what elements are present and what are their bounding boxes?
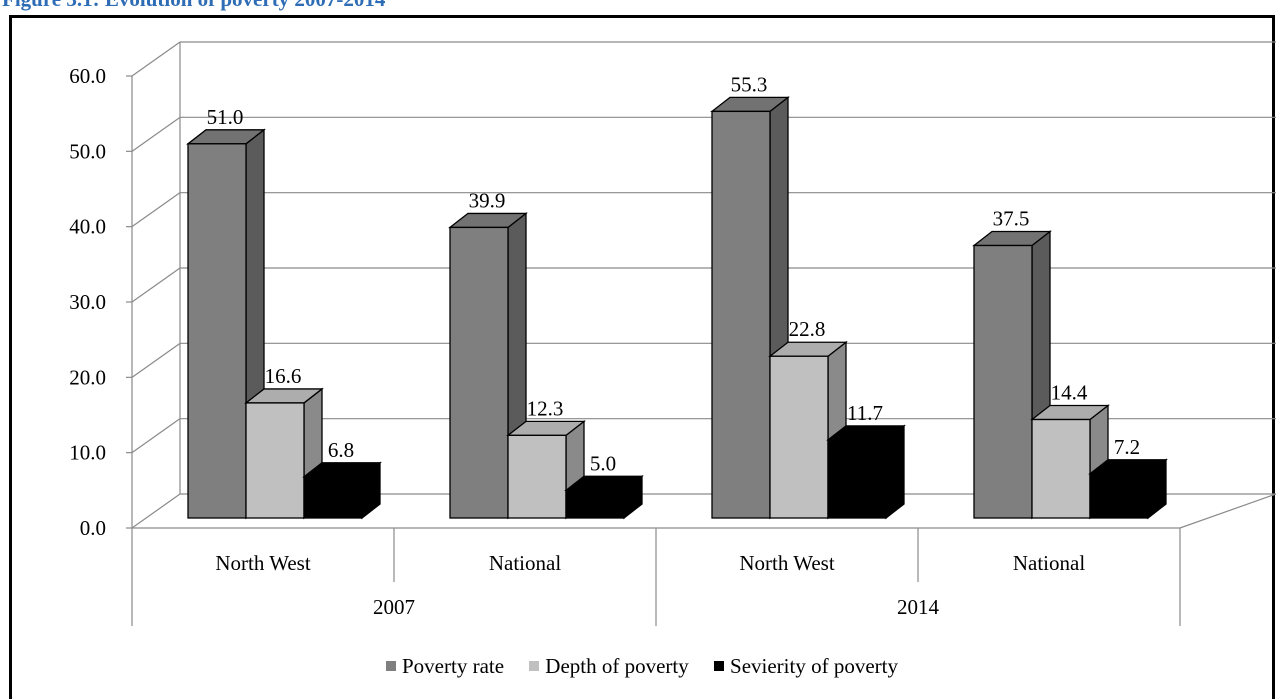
legend-label-severity-of-poverty: Sevierity of poverty <box>730 653 898 678</box>
x-category-label: North West <box>739 551 834 575</box>
x-group-label: 2014 <box>897 595 940 619</box>
figure-title: Figure 3.1: Evolution of poverty 2007-20… <box>2 0 385 10</box>
legend-item-severity-of-poverty: Sevierity of poverty <box>714 654 898 679</box>
gridline-side <box>131 493 181 529</box>
legend-item-depth-of-poverty: Depth of poverty <box>529 653 689 679</box>
gridline-side <box>131 418 181 454</box>
gridline-side <box>131 192 181 228</box>
gridline-side <box>131 342 181 378</box>
gridline-side <box>131 267 181 303</box>
y-tick-label: 60.0 <box>69 64 106 88</box>
gridline-side <box>131 116 181 152</box>
data-label: 37.5 <box>993 207 1030 231</box>
y-tick-label: 20.0 <box>69 365 106 389</box>
data-label: 51.0 <box>207 105 244 129</box>
y-tick-label: 50.0 <box>69 139 106 163</box>
x-category-label: National <box>1013 551 1085 575</box>
data-label: 11.7 <box>847 401 883 425</box>
sevierity-of-poverty-bar-side <box>885 424 905 520</box>
depth-of-poverty-bar <box>1031 418 1091 519</box>
sevierity-of-poverty-bar <box>1089 473 1149 519</box>
legend-swatch-depth-of-poverty <box>529 661 540 671</box>
data-label: 5.0 <box>590 451 616 475</box>
y-tick-label: 40.0 <box>69 215 106 239</box>
legend-label-poverty-rate: Poverty rate <box>402 653 505 678</box>
data-label: 39.9 <box>469 188 506 212</box>
poverty-rate-bar <box>973 244 1033 519</box>
poverty-rate-bar <box>711 110 771 519</box>
sevierity-of-poverty-bar <box>303 476 363 519</box>
data-label: 12.3 <box>527 396 564 420</box>
x-category-label: National <box>489 551 561 575</box>
y-tick-label: 0.0 <box>80 516 106 540</box>
data-label: 6.8 <box>328 438 354 462</box>
legend-swatch-severity-of-poverty <box>714 661 725 671</box>
data-label: 7.2 <box>1114 435 1140 459</box>
sevierity-of-poverty-bar <box>565 489 625 519</box>
x-group-label: 2007 <box>373 595 415 619</box>
legend-item-poverty-rate: Poverty rate <box>386 654 504 679</box>
depth-of-poverty-bar <box>245 402 305 519</box>
legend-label-depth-of-poverty: Depth of poverty <box>545 653 689 678</box>
gridline-side <box>131 41 181 77</box>
data-label: 14.4 <box>1051 381 1088 405</box>
chart-legend: Poverty rate Depth of poverty Sevierity … <box>0 652 1284 679</box>
y-tick-label: 30.0 <box>69 290 106 314</box>
poverty-rate-bar <box>449 226 509 519</box>
sevierity-of-poverty-bar <box>827 439 887 519</box>
y-tick-label: 10.0 <box>69 441 106 465</box>
data-label: 16.6 <box>265 364 302 388</box>
chart-frame <box>9 15 1275 699</box>
data-label: 55.3 <box>731 72 768 96</box>
x-category-label: North West <box>215 551 310 575</box>
depth-of-poverty-bar <box>769 355 829 519</box>
data-label: 22.8 <box>789 317 826 341</box>
legend-swatch-poverty-rate <box>386 661 396 671</box>
poverty-rate-bar <box>187 143 247 519</box>
bar-chart: 0.0 10.0 20.0 30.0 40.0 50.0 60.0 North West Nat… <box>69 41 1277 626</box>
depth-of-poverty-bar <box>507 434 567 519</box>
